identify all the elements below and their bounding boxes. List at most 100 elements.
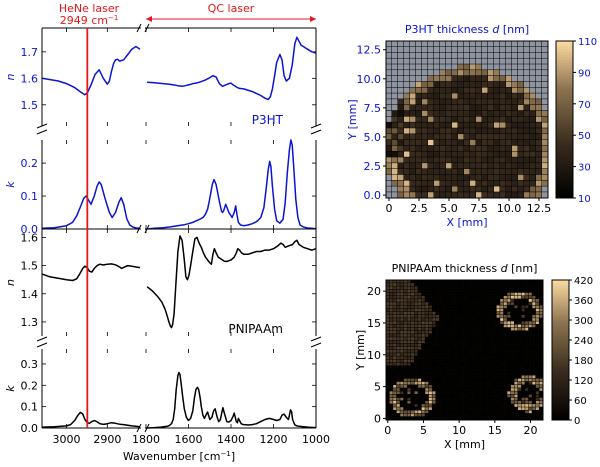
heatmap-cell bbox=[485, 305, 489, 309]
heatmap-cell bbox=[528, 346, 532, 350]
heatmap-cell bbox=[475, 327, 479, 331]
heatmap-cell bbox=[410, 151, 416, 157]
heatmap-cell bbox=[518, 407, 522, 410]
colorbar-step bbox=[556, 95, 573, 99]
heatmap-cell bbox=[432, 302, 436, 305]
heatmap-cell bbox=[386, 93, 392, 99]
heatmap-cell bbox=[410, 397, 415, 401]
heatmap-cell bbox=[518, 410, 522, 414]
heatmap-cell bbox=[507, 350, 511, 353]
heatmap-cell bbox=[453, 359, 457, 363]
heatmap-cell bbox=[386, 350, 390, 353]
heatmap-cell bbox=[389, 350, 393, 353]
heatmap-cell bbox=[404, 168, 410, 175]
heatmap-cell bbox=[458, 151, 464, 157]
heatmap-cell bbox=[398, 70, 404, 76]
heatmap-cell bbox=[421, 337, 425, 340]
heatmap-cell bbox=[432, 280, 436, 283]
heatmap-cell bbox=[446, 81, 452, 88]
heatmap-cell bbox=[396, 397, 400, 401]
heatmap-cell bbox=[503, 400, 507, 404]
heatmap-cell bbox=[400, 410, 404, 414]
heatmap-cell bbox=[422, 151, 428, 157]
heatmap-cell bbox=[489, 416, 493, 420]
heatmap-cell bbox=[425, 388, 429, 391]
heatmap-cell bbox=[500, 93, 506, 99]
heatmap-cell bbox=[421, 315, 425, 318]
y-tick-label: 1.6 bbox=[21, 72, 39, 85]
heatmap-cell bbox=[525, 321, 529, 325]
heatmap-cell bbox=[425, 295, 429, 299]
colorbar-step bbox=[552, 324, 569, 328]
heatmap-cell bbox=[500, 180, 506, 186]
heatmap-cell bbox=[400, 337, 404, 340]
heatmap-cell bbox=[503, 343, 507, 347]
heatmap-cell bbox=[452, 163, 458, 169]
heatmap-cell bbox=[494, 99, 500, 105]
heatmap-cell bbox=[470, 41, 476, 47]
heatmap-cell bbox=[398, 157, 404, 163]
colorbar-frame bbox=[555, 40, 574, 199]
heatmap-cell bbox=[510, 280, 514, 283]
heatmap-cell bbox=[510, 397, 514, 401]
heatmap-cell bbox=[500, 353, 504, 356]
heatmap-cell bbox=[514, 394, 518, 398]
heatmap-cell bbox=[392, 122, 398, 128]
heatmap-cell bbox=[528, 340, 532, 344]
heatmap-cell bbox=[475, 359, 479, 363]
heatmap-cell bbox=[464, 280, 468, 283]
heatmap-cell bbox=[475, 305, 479, 309]
heatmap-cell bbox=[493, 350, 497, 353]
heatmap-cell bbox=[500, 286, 504, 290]
heatmap-cell bbox=[475, 413, 479, 417]
heatmap-cell bbox=[528, 321, 532, 325]
heatmap-cell bbox=[510, 295, 514, 299]
heatmap-cell bbox=[458, 139, 464, 146]
heatmap-cell bbox=[452, 157, 458, 163]
heatmap-cell bbox=[528, 334, 532, 337]
heatmap-cell bbox=[410, 369, 415, 372]
heatmap-cell bbox=[421, 407, 425, 410]
colorbar-step bbox=[552, 315, 569, 318]
heatmap-cell bbox=[421, 369, 425, 372]
x-tick-label: 2900 bbox=[93, 433, 121, 446]
heatmap-cell bbox=[450, 375, 454, 379]
heatmap-cell bbox=[514, 391, 518, 395]
heatmap-cell bbox=[421, 321, 425, 325]
heatmap-cell bbox=[432, 346, 436, 350]
heatmap-cell bbox=[403, 311, 407, 315]
heatmap-cell bbox=[464, 362, 468, 366]
heatmap-cell bbox=[410, 104, 416, 111]
heatmap-cell bbox=[500, 302, 504, 305]
heatmap-cell bbox=[435, 337, 440, 340]
heatmap-cell bbox=[500, 315, 504, 318]
colorbar-step bbox=[552, 392, 569, 395]
heatmap-cell bbox=[510, 302, 514, 305]
heatmap-cell bbox=[407, 305, 411, 309]
heatmap-cell bbox=[396, 391, 400, 395]
heatmap-cell bbox=[398, 75, 404, 82]
heatmap-cell bbox=[434, 157, 440, 163]
heatmap-cell bbox=[485, 340, 489, 344]
heatmap-cell bbox=[403, 340, 407, 344]
heatmap-cell bbox=[389, 381, 393, 385]
heatmap-cell bbox=[518, 186, 524, 192]
heatmap-frame bbox=[385, 279, 544, 421]
heatmap-cell bbox=[512, 168, 518, 175]
heatmap-cell bbox=[464, 330, 468, 334]
heatmap-cell bbox=[471, 394, 475, 398]
colorbar-step bbox=[552, 380, 569, 384]
colorbar-step bbox=[556, 163, 573, 167]
heatmap-cell bbox=[475, 308, 479, 312]
heatmap-cell bbox=[386, 81, 392, 88]
heatmap-cell bbox=[434, 75, 440, 82]
heatmap-cell bbox=[446, 391, 450, 395]
heatmap-cell bbox=[500, 308, 504, 312]
colorbar-step bbox=[552, 408, 569, 412]
heatmap-cell bbox=[393, 299, 397, 302]
heatmap-cell bbox=[432, 365, 436, 369]
heatmap-cell bbox=[510, 324, 514, 328]
heatmap-cell bbox=[428, 58, 434, 64]
heatmap-cell bbox=[446, 356, 450, 360]
